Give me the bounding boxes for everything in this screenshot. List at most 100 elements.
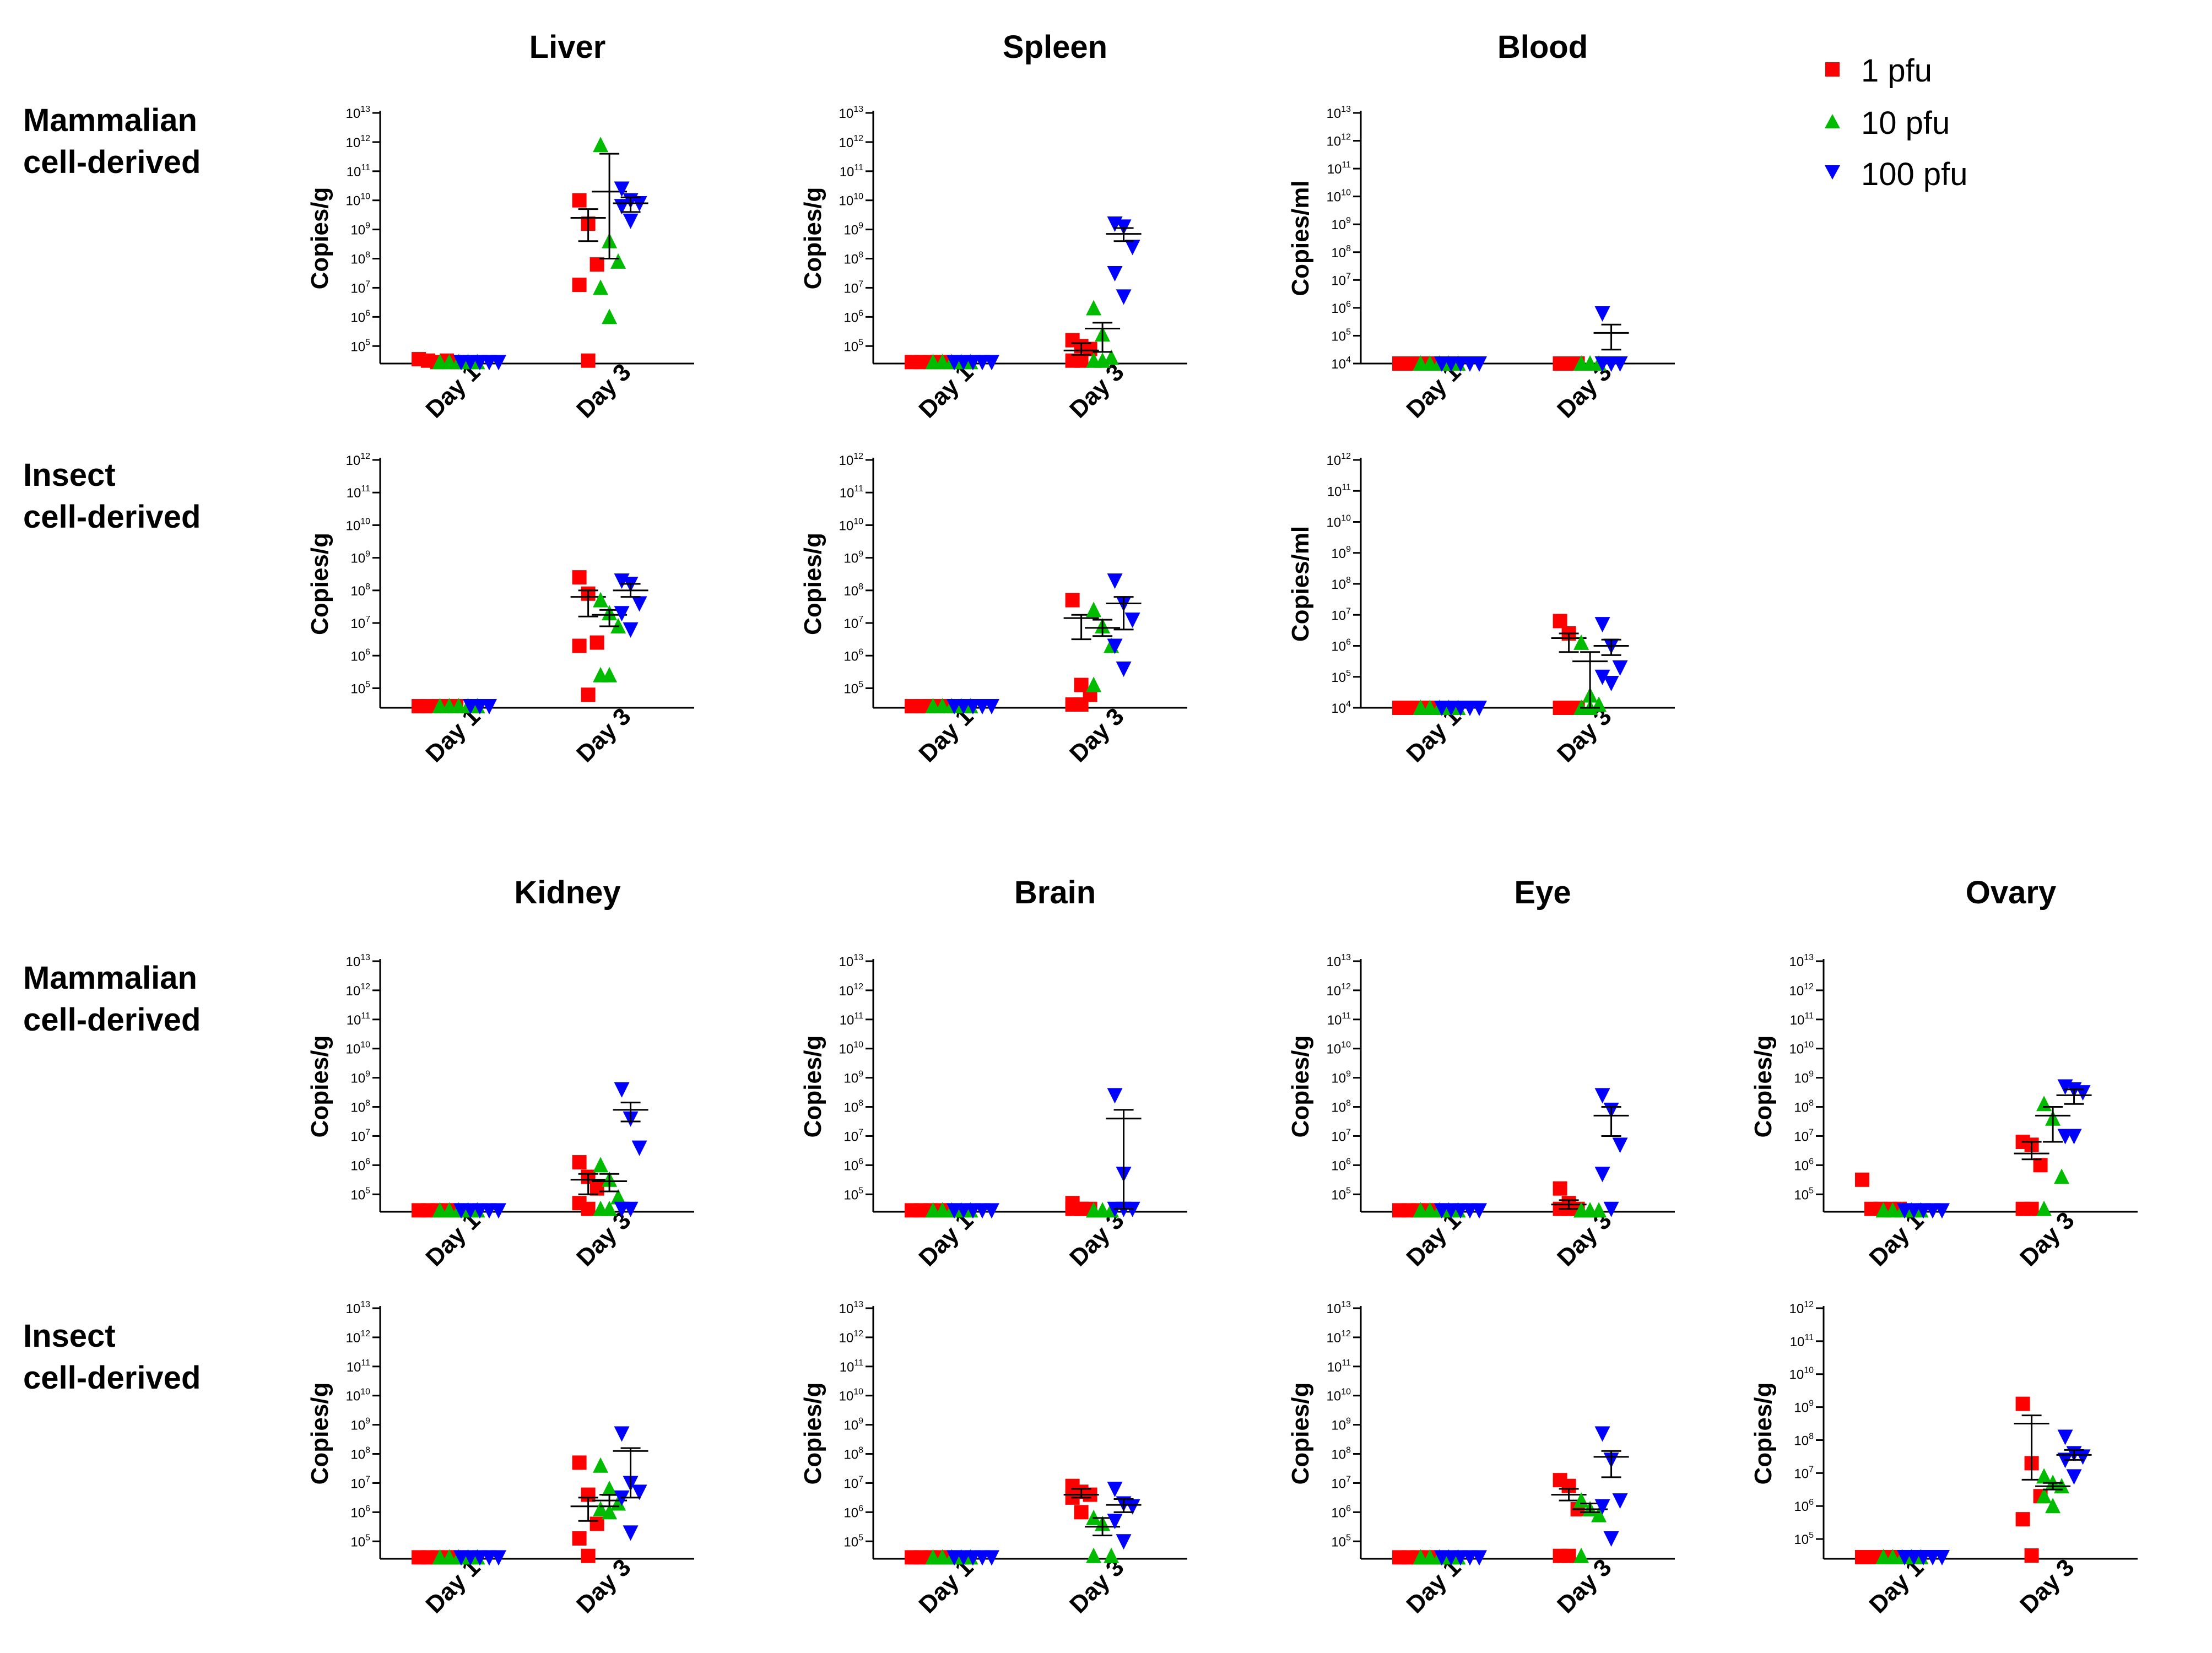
y-tick-label: 105 <box>1331 669 1351 685</box>
panel: 1051061071081091010101110121013Copies/gD… <box>1287 953 1675 1272</box>
y-tick-label: 108 <box>843 251 863 267</box>
y-tick-label: 107 <box>1331 1128 1351 1144</box>
data-point <box>1086 1547 1102 1563</box>
y-tick-label: 1011 <box>347 484 370 501</box>
y-tick-label: 106 <box>843 647 863 664</box>
data-point <box>1074 1505 1089 1520</box>
y-tick-label: 1010 <box>1327 1388 1351 1404</box>
row-label: Mammalian cell-derived <box>23 960 201 1038</box>
y-tick-label: 106 <box>1331 1157 1351 1173</box>
y-tick-label: 1013 <box>346 105 371 121</box>
y-tick-label: 1013 <box>839 1300 864 1316</box>
data-point <box>593 1157 609 1173</box>
y-tick-label: 106 <box>1331 300 1351 316</box>
data-point <box>1561 1548 1576 1563</box>
y-tick-label: 105 <box>1794 1531 1814 1547</box>
y-tick-label: 106 <box>350 1157 370 1173</box>
panel-title: Eye <box>1514 875 1571 910</box>
y-tick-label: 1011 <box>840 163 863 180</box>
y-tick-label: 107 <box>843 1128 863 1144</box>
y-tick-label: 108 <box>1331 576 1351 592</box>
data-point <box>614 181 630 197</box>
y-tick-label: 1013 <box>839 953 864 969</box>
data-point <box>602 1200 618 1216</box>
data-point <box>1065 593 1080 608</box>
data-point <box>631 1140 647 1156</box>
data-point <box>983 699 999 715</box>
x-category-label: Day 3 <box>1064 359 1129 424</box>
data-point <box>1612 1493 1628 1509</box>
data-point <box>581 687 596 702</box>
data-point <box>623 622 639 638</box>
panel-title: Ovary <box>1966 875 2056 910</box>
y-tick-label: 1010 <box>1789 1040 1814 1057</box>
y-tick-label: 107 <box>1331 606 1351 623</box>
data-point <box>983 1550 999 1566</box>
panel: 1051061071081091010101110121013Copies/gD… <box>306 1300 694 1619</box>
x-category-label: Day 3 <box>1064 703 1129 768</box>
data-point <box>1594 306 1610 322</box>
data-point <box>1594 1167 1610 1183</box>
data-point <box>1107 1088 1123 1104</box>
y-axis-label: Copies/g <box>799 533 826 635</box>
y-tick-label: 105 <box>843 680 863 696</box>
data-point <box>983 355 999 371</box>
y-tick-label: 1010 <box>346 192 371 209</box>
data-point <box>581 353 596 368</box>
y-tick-label: 1012 <box>839 452 864 468</box>
data-point <box>1471 1203 1487 1219</box>
y-axis-label: Copies/g <box>306 1383 333 1485</box>
y-tick-label: 105 <box>843 1186 863 1202</box>
data-point <box>589 635 604 650</box>
y-tick-label: 1012 <box>1327 982 1351 999</box>
data-point <box>602 308 618 324</box>
y-tick-label: 107 <box>350 615 370 631</box>
data-point <box>593 279 609 295</box>
data-point <box>572 193 587 208</box>
panel: 104 105 106 107 108 109 1010 1011 1012 1013 Copies… <box>1287 105 1675 424</box>
panel: 1051061071081091010101110121013Copies/gD… <box>799 953 1187 1272</box>
data-point <box>1074 353 1089 368</box>
panel-title: Brain <box>1014 875 1096 910</box>
y-axis-label: Copies/g <box>799 187 826 290</box>
y-tick-label: 106 <box>350 1504 370 1520</box>
data-point <box>2036 1468 2052 1484</box>
y-tick-label: 105 <box>843 1533 863 1549</box>
y-tick-label: 108 <box>1331 244 1351 261</box>
data-point <box>1086 601 1102 617</box>
y-axis-label: Copies/g <box>1750 1036 1777 1138</box>
y-tick-label: 1010 <box>1327 188 1351 205</box>
data-point <box>1553 614 1567 628</box>
y-tick-label: 107 <box>1794 1465 1814 1481</box>
y-tick-label: 1011 <box>840 484 863 501</box>
y-tick-label: 105 <box>1331 327 1351 344</box>
y-tick-label: 109 <box>350 1070 370 1086</box>
y-tick-label: 109 <box>843 1417 863 1433</box>
y-tick-label: 107 <box>843 1475 863 1491</box>
data-point <box>1095 352 1111 368</box>
data-point <box>589 1516 604 1531</box>
y-tick-label: 107 <box>1331 1475 1351 1491</box>
data-point <box>1095 1202 1111 1218</box>
data-point <box>1471 701 1487 716</box>
y-tick-label: 1012 <box>1789 1300 1814 1316</box>
y-tick-label: 108 <box>350 251 370 267</box>
data-point <box>623 213 639 229</box>
legend-marker-square <box>1825 62 1840 77</box>
y-tick-label: 109 <box>350 550 370 566</box>
y-tick-label: 107 <box>1794 1128 1814 1144</box>
data-point <box>610 253 626 269</box>
data-point <box>631 1484 647 1500</box>
data-point <box>614 1082 630 1098</box>
y-tick-label: 108 <box>350 1446 370 1462</box>
data-point <box>572 1455 587 1470</box>
data-point <box>2045 1498 2061 1514</box>
y-tick-label: 107 <box>350 1128 370 1144</box>
y-tick-label: 1012 <box>346 1329 371 1346</box>
data-point <box>1561 356 1576 371</box>
data-point <box>1594 1426 1610 1442</box>
y-tick-label: 107 <box>350 1475 370 1491</box>
y-tick-label: 1011 <box>1327 160 1351 177</box>
